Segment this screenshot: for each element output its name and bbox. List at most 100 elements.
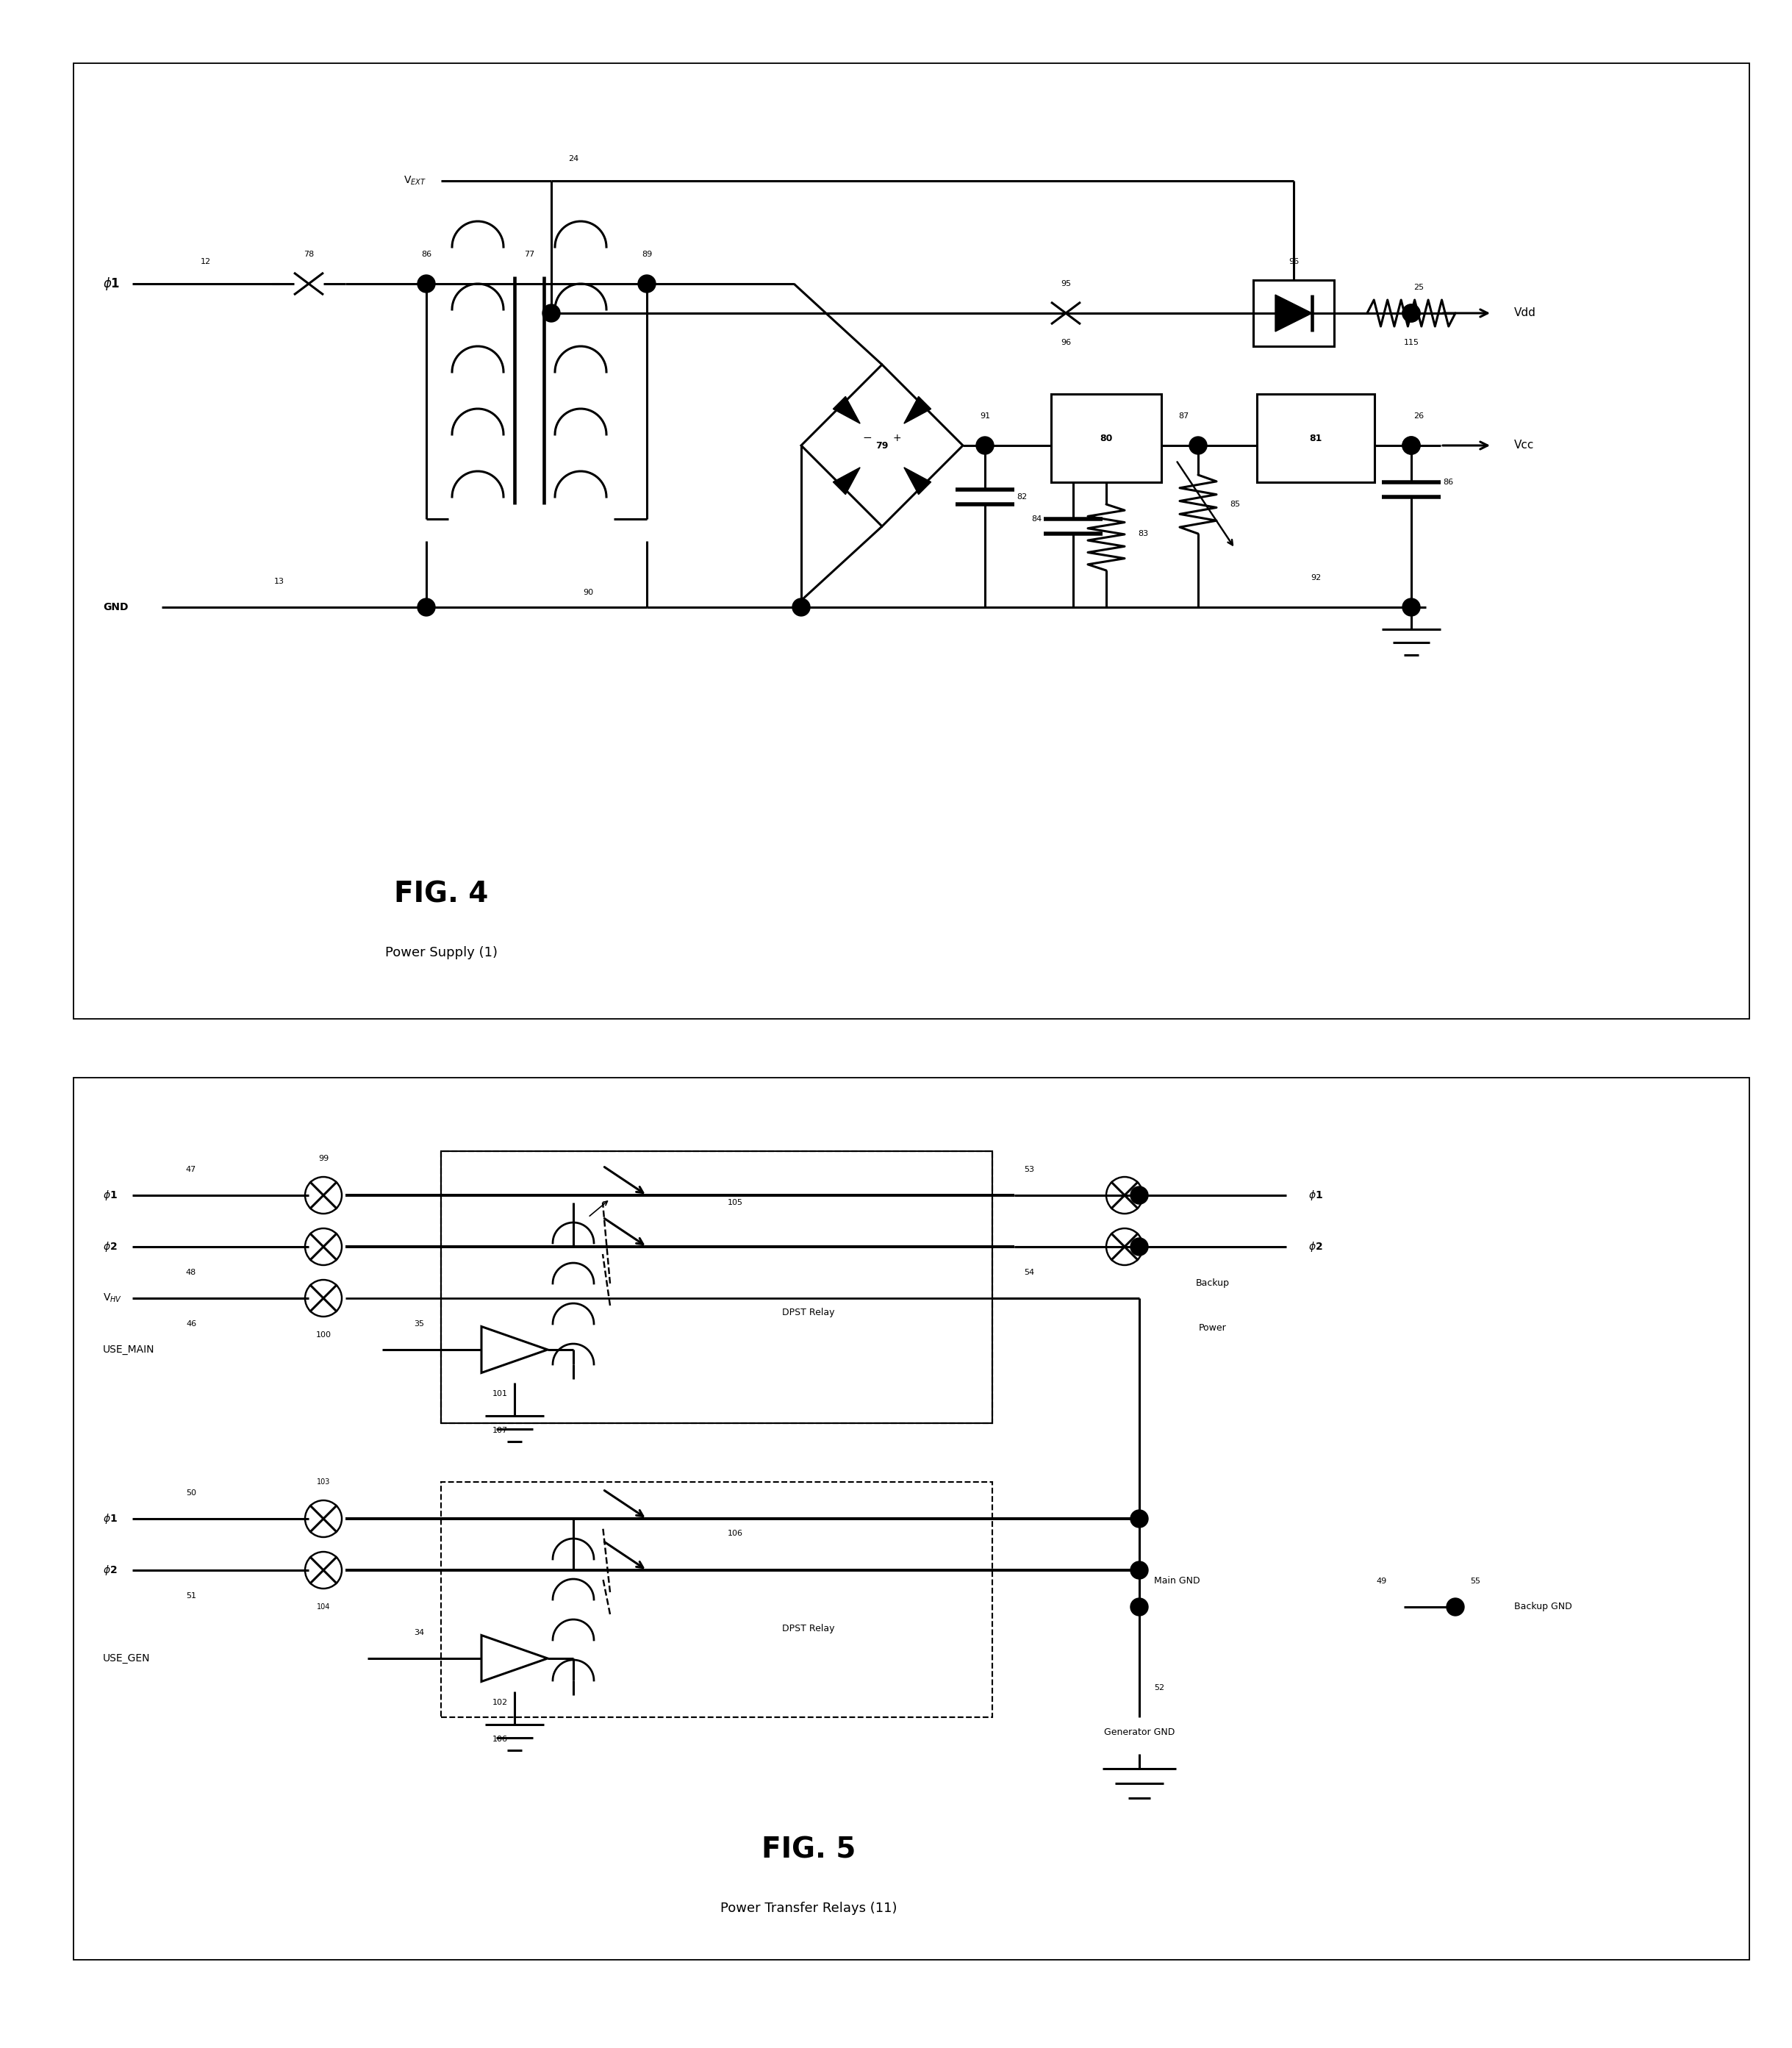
Text: 53: 53 <box>1023 1165 1034 1174</box>
Circle shape <box>1403 598 1419 616</box>
Text: 86: 86 <box>1443 479 1453 485</box>
Text: USE_MAIN: USE_MAIN <box>102 1343 154 1356</box>
Text: 106: 106 <box>493 1735 507 1743</box>
Circle shape <box>1403 436 1419 455</box>
Text: FIG. 4: FIG. 4 <box>394 881 487 907</box>
Text: 12: 12 <box>201 258 211 266</box>
Bar <box>441 1151 993 1423</box>
Circle shape <box>1190 436 1208 455</box>
Bar <box>441 1151 993 1423</box>
Text: 46: 46 <box>186 1321 197 1327</box>
Text: 96: 96 <box>1288 258 1299 266</box>
Circle shape <box>1131 1186 1149 1204</box>
Circle shape <box>1446 1597 1464 1616</box>
Text: −: − <box>862 432 873 444</box>
Bar <box>1256 393 1374 481</box>
Bar <box>73 63 1749 1018</box>
Circle shape <box>418 598 435 616</box>
Text: 55: 55 <box>1469 1577 1480 1585</box>
Polygon shape <box>903 397 932 424</box>
Text: Main GND: Main GND <box>1154 1577 1201 1585</box>
Text: 95: 95 <box>1061 281 1072 287</box>
Text: 26: 26 <box>1414 412 1425 420</box>
Circle shape <box>418 274 435 293</box>
Bar <box>1052 393 1161 481</box>
Polygon shape <box>833 467 860 494</box>
Text: 90: 90 <box>582 590 593 596</box>
Text: V$_{HV}$: V$_{HV}$ <box>102 1292 122 1305</box>
Text: 48: 48 <box>186 1270 197 1276</box>
Circle shape <box>977 436 995 455</box>
Text: Generator GND: Generator GND <box>1104 1726 1176 1737</box>
Polygon shape <box>833 397 860 424</box>
Text: 96: 96 <box>1061 338 1072 346</box>
Circle shape <box>1131 1561 1149 1579</box>
Circle shape <box>1131 1509 1149 1528</box>
Circle shape <box>1131 1237 1149 1255</box>
Text: $\phi$1: $\phi$1 <box>102 1188 118 1202</box>
Text: $\phi$1: $\phi$1 <box>1308 1188 1322 1202</box>
Text: DPST Relay: DPST Relay <box>783 1624 835 1634</box>
Text: 35: 35 <box>414 1321 425 1327</box>
Text: Vcc: Vcc <box>1514 440 1534 451</box>
Text: 54: 54 <box>1023 1270 1034 1276</box>
Text: 81: 81 <box>1310 434 1322 442</box>
Text: 49: 49 <box>1376 1577 1387 1585</box>
Polygon shape <box>1276 295 1312 332</box>
Bar <box>441 1483 993 1716</box>
Text: 106: 106 <box>728 1530 742 1538</box>
Text: 24: 24 <box>568 156 579 162</box>
Text: 87: 87 <box>1177 412 1188 420</box>
Text: 77: 77 <box>523 250 534 258</box>
Text: V$_{EXT}$: V$_{EXT}$ <box>403 174 426 186</box>
Circle shape <box>1131 1597 1149 1616</box>
Text: 115: 115 <box>1403 338 1419 346</box>
Text: 101: 101 <box>493 1391 507 1397</box>
Text: $\phi$2: $\phi$2 <box>102 1563 116 1577</box>
Bar <box>73 1077 1749 1960</box>
Text: 86: 86 <box>421 250 432 258</box>
Text: 25: 25 <box>1414 285 1425 291</box>
Text: 107: 107 <box>493 1427 507 1434</box>
Circle shape <box>543 305 561 322</box>
Text: DPST Relay: DPST Relay <box>783 1309 835 1317</box>
Text: Power Supply (1): Power Supply (1) <box>385 946 496 958</box>
Text: 80: 80 <box>1100 434 1113 442</box>
Text: 91: 91 <box>980 412 991 420</box>
Circle shape <box>1403 305 1419 322</box>
Text: 85: 85 <box>1229 500 1240 508</box>
Text: $\phi$2: $\phi$2 <box>1308 1241 1322 1253</box>
Text: 102: 102 <box>493 1700 507 1706</box>
Text: Power Transfer Relays (11): Power Transfer Relays (11) <box>720 1903 898 1915</box>
Text: 103: 103 <box>317 1479 330 1485</box>
Text: 50: 50 <box>186 1489 197 1497</box>
Text: 47: 47 <box>186 1165 197 1174</box>
Text: 78: 78 <box>303 250 314 258</box>
Text: 79: 79 <box>876 440 889 451</box>
Text: USE_GEN: USE_GEN <box>102 1653 151 1663</box>
Text: 105: 105 <box>728 1198 742 1206</box>
Text: +: + <box>892 432 901 442</box>
Text: Vdd: Vdd <box>1514 307 1536 319</box>
Text: FIG. 5: FIG. 5 <box>762 1835 857 1864</box>
Text: GND: GND <box>102 602 129 612</box>
Text: 92: 92 <box>1310 573 1321 582</box>
Text: 99: 99 <box>319 1155 328 1161</box>
Text: 52: 52 <box>1154 1683 1165 1692</box>
Bar <box>1253 281 1333 346</box>
Text: 100: 100 <box>315 1331 332 1339</box>
Circle shape <box>792 598 810 616</box>
Text: 82: 82 <box>1016 494 1027 500</box>
Text: Backup: Backup <box>1195 1278 1229 1288</box>
Text: $\phi$1: $\phi$1 <box>102 1511 118 1526</box>
Text: Power: Power <box>1199 1323 1228 1333</box>
Text: Backup GND: Backup GND <box>1514 1602 1572 1612</box>
Text: 84: 84 <box>1030 516 1041 522</box>
Text: 83: 83 <box>1138 530 1149 537</box>
Text: $\phi$1: $\phi$1 <box>102 276 120 291</box>
Polygon shape <box>903 467 932 494</box>
Circle shape <box>1403 305 1419 322</box>
Text: $\phi$2: $\phi$2 <box>102 1241 116 1253</box>
Text: 104: 104 <box>317 1604 330 1610</box>
Text: 13: 13 <box>274 578 285 586</box>
